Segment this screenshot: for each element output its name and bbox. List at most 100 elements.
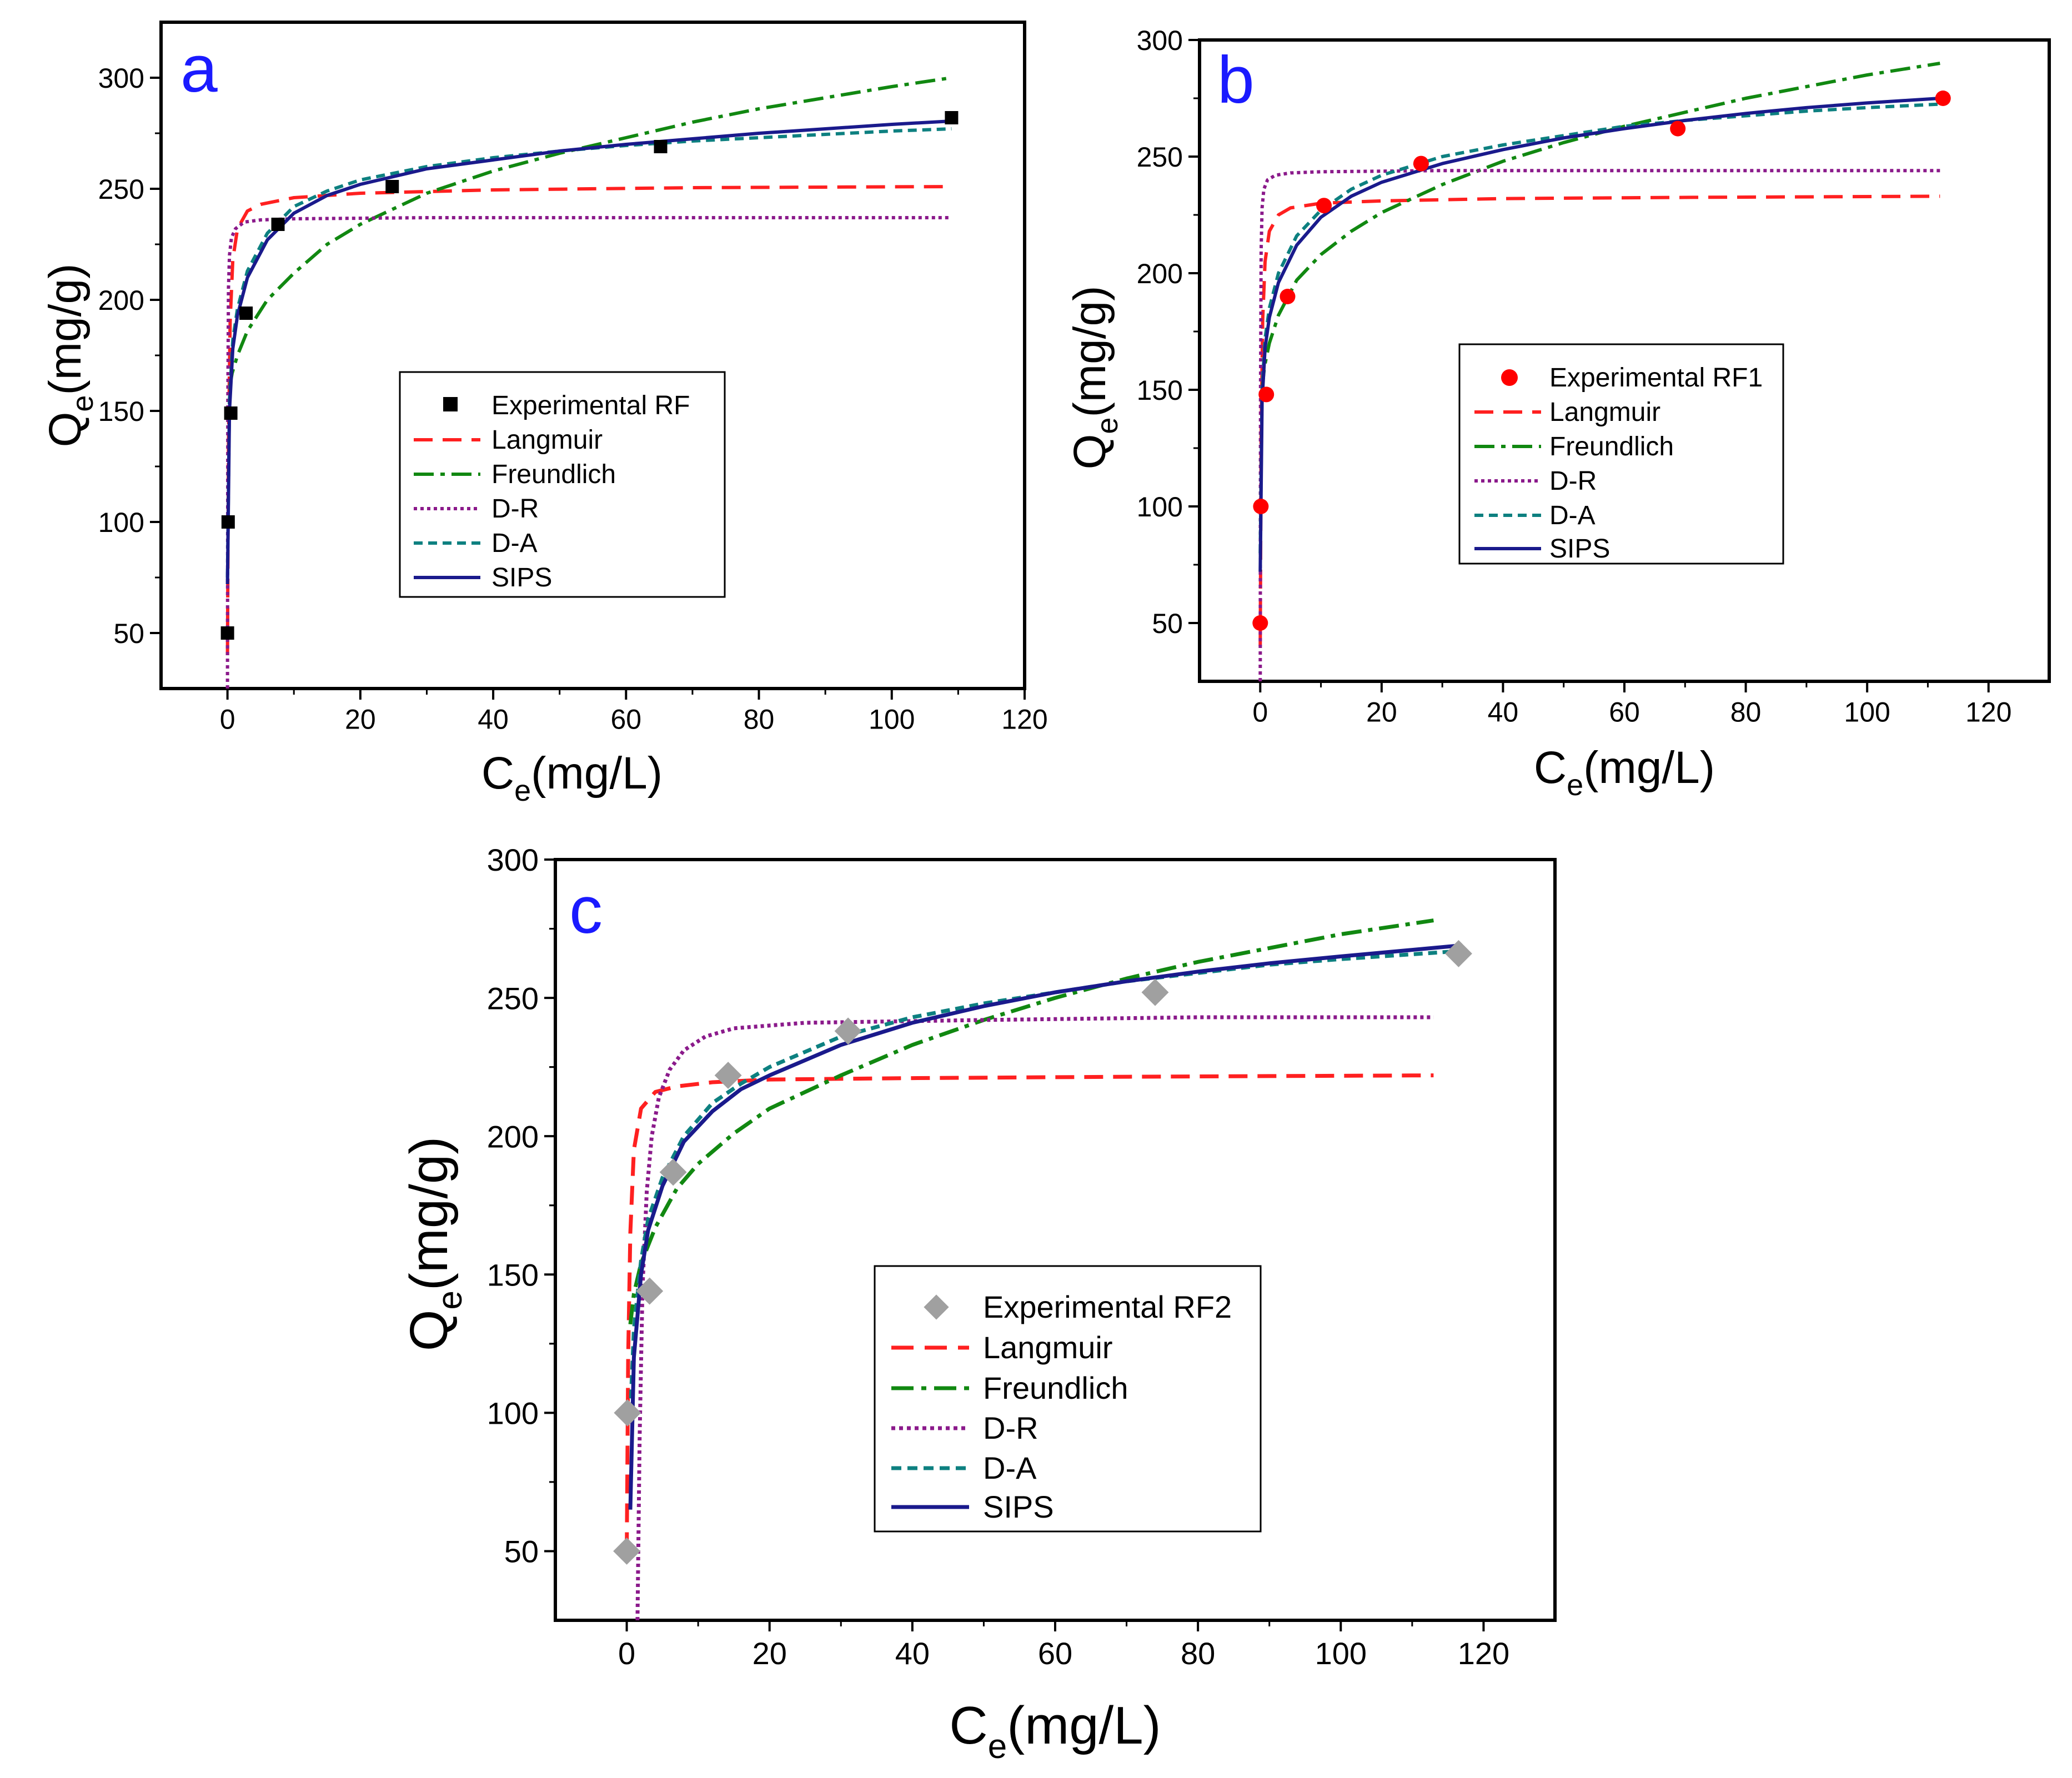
y-tick-label: 300 — [1137, 25, 1183, 56]
tick-marks — [1188, 39, 1990, 692]
x-tick-label: 40 — [895, 1636, 930, 1671]
data-point — [1935, 91, 1951, 106]
y-tick-label: 250 — [98, 174, 144, 205]
curve-sips — [1258, 97, 1940, 572]
x-axis-title: Ce(mg/L) — [481, 748, 663, 807]
x-tick-label: 80 — [744, 704, 775, 735]
x-tick-label: 40 — [1488, 697, 1519, 728]
data-point — [271, 218, 285, 231]
curve-sips — [628, 943, 1463, 1510]
experimental-points — [613, 940, 1472, 1565]
x-axis-title-unit: (mg/L) — [531, 748, 663, 798]
legend-label-sips: SIPS — [1549, 534, 1610, 564]
x-tick-label: 20 — [1366, 697, 1397, 728]
y-axis-title-unit: (mg/g) — [399, 1137, 459, 1290]
data-point — [659, 1158, 687, 1186]
model-curves — [625, 918, 1463, 1621]
x-tick-label: 100 — [869, 704, 915, 735]
x-tick-label: 0 — [220, 704, 235, 735]
x-tick-labels: 0 20 40 60 80 100 120 — [220, 704, 1048, 735]
y-tick-label: 100 — [1137, 491, 1183, 523]
curve-d-a — [628, 948, 1463, 1413]
y-tick-label: 300 — [98, 63, 144, 94]
y-axis-title-unit: (mg/g) — [40, 264, 91, 395]
x-axis-title-main: C — [949, 1696, 987, 1755]
y-axis-title-main: Q — [399, 1310, 459, 1352]
x-tick-label: 120 — [1965, 697, 2011, 728]
legend-marker-experimental — [1501, 369, 1518, 386]
legend-label-langmuir: Langmuir — [491, 425, 603, 455]
legend-label-dr: D-R — [491, 494, 539, 524]
x-axis-title-sub: e — [514, 774, 531, 807]
legend-label-experimental: Experimental RF1 — [1549, 363, 1763, 393]
data-point — [1413, 155, 1429, 172]
panel-letter: b — [1217, 43, 1255, 117]
model-curves — [1258, 62, 1940, 682]
x-axis-title-main: C — [481, 748, 514, 798]
y-tick-label: 200 — [487, 1119, 539, 1154]
data-point — [1444, 940, 1472, 967]
curve-langmuir — [625, 1073, 1434, 1551]
data-point — [834, 1017, 862, 1045]
data-point — [1253, 499, 1269, 514]
y-tick-label: 250 — [487, 981, 539, 1016]
data-point — [613, 1537, 641, 1565]
y-axis-title-sub: e — [431, 1290, 469, 1309]
curve-d-r — [1258, 169, 1940, 682]
data-point — [1258, 386, 1275, 403]
x-tick-label: 80 — [1730, 697, 1762, 728]
data-point — [221, 515, 235, 529]
data-point — [1670, 120, 1686, 137]
tick-marks — [544, 858, 1485, 1631]
legend-marker-experimental — [443, 397, 458, 411]
data-point — [385, 180, 399, 193]
x-tick-label: 100 — [1844, 697, 1890, 728]
x-axis-title: Ce(mg/L) — [949, 1696, 1161, 1766]
data-point — [945, 111, 959, 124]
curve-langmuir — [225, 185, 952, 656]
panel-letter: c — [569, 873, 603, 947]
x-axis-title-sub: e — [988, 1727, 1007, 1766]
tick-marks — [150, 77, 1026, 700]
y-tick-label: 200 — [98, 285, 144, 316]
curve-d-a — [1258, 102, 1940, 554]
legend-label-da: D-A — [983, 1450, 1037, 1485]
x-axis-title-unit: (mg/L) — [1583, 742, 1715, 793]
curve-freundlich — [1260, 62, 1940, 390]
legend-label-langmuir: Langmuir — [983, 1330, 1112, 1365]
y-axis-title: Qe(mg/g) — [1065, 286, 1124, 470]
x-tick-labels: 0 20 40 60 80 100 120 — [618, 1636, 1509, 1671]
legend-marker-experimental — [924, 1294, 949, 1320]
model-curves — [225, 76, 952, 689]
x-tick-label: 100 — [1315, 1636, 1367, 1671]
x-tick-label: 120 — [1001, 704, 1047, 735]
x-axis-title-sub: e — [1567, 769, 1583, 802]
y-axis-title-main: Q — [1065, 434, 1115, 470]
x-axis-title-unit: (mg/L) — [1007, 1696, 1161, 1755]
y-tick-label: 150 — [98, 396, 144, 427]
panel-letter: a — [180, 32, 218, 106]
y-tick-label: 50 — [1152, 608, 1183, 639]
legend-label-experimental: Experimental RF — [491, 391, 690, 420]
y-tick-labels: 50 100 150 200 250 300 — [98, 63, 144, 649]
data-point — [220, 626, 234, 640]
legend: Experimental RF2 Langmuir Freundlich D-R… — [874, 1265, 1262, 1533]
curve-freundlich — [228, 76, 952, 389]
y-axis-title: Qe(mg/g) — [399, 1137, 469, 1352]
data-point — [224, 406, 238, 420]
y-tick-label: 100 — [487, 1396, 539, 1431]
legend-label-freundlich: Freundlich — [983, 1370, 1128, 1405]
y-tick-label: 150 — [487, 1257, 539, 1292]
curve-freundlich — [628, 918, 1434, 1325]
legend: Experimental RF Langmuir Freundlich D-R … — [399, 371, 726, 598]
data-point — [1316, 198, 1332, 214]
curve-sips — [225, 119, 952, 585]
data-point — [654, 140, 668, 153]
legend-label-langmuir: Langmuir — [1549, 398, 1660, 427]
legend-label-experimental: Experimental RF2 — [983, 1289, 1232, 1324]
x-axis-title-main: C — [1534, 742, 1567, 793]
legend-label-dr: D-R — [983, 1410, 1038, 1445]
legend-label-da: D-A — [1549, 501, 1596, 530]
